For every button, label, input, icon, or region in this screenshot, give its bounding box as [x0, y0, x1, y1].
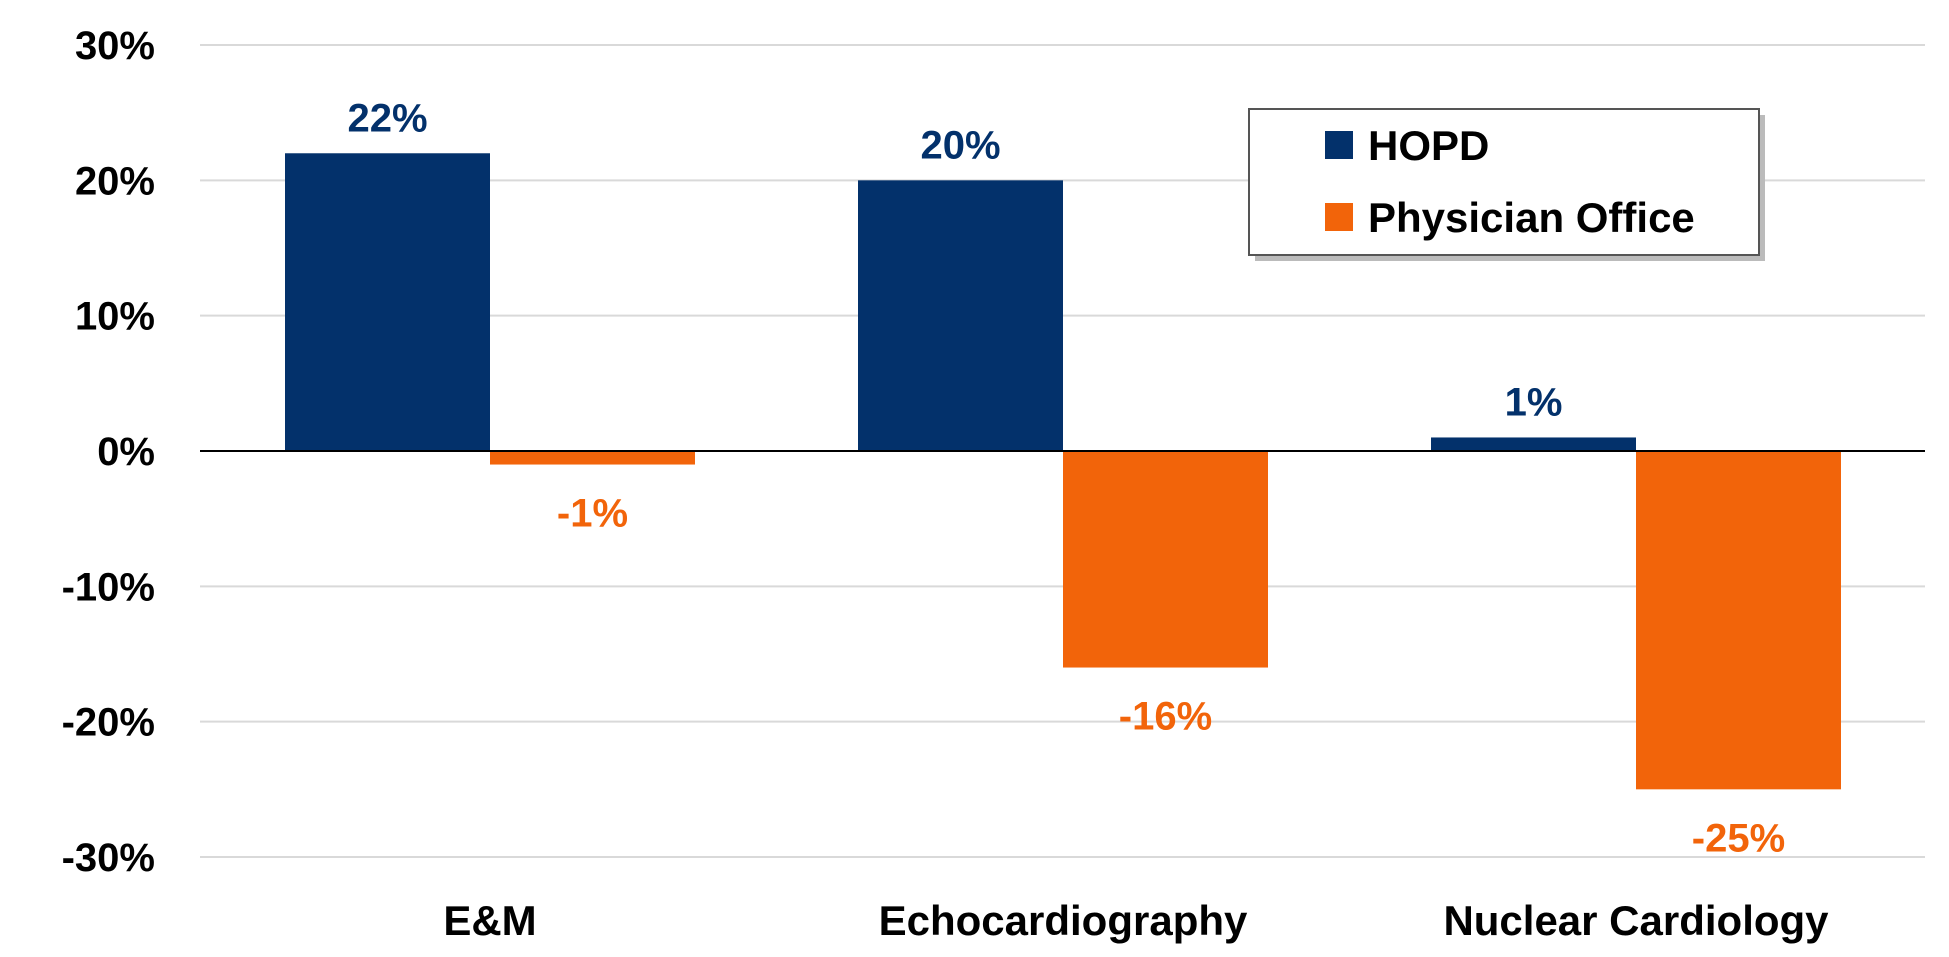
bar-physician-office [490, 451, 695, 465]
category-label: Echocardiography [879, 897, 1248, 944]
y-tick-label: 20% [75, 159, 155, 203]
data-label: 1% [1505, 380, 1563, 424]
y-tick-label: -20% [62, 701, 155, 745]
bar-physician-office [1063, 451, 1268, 668]
data-labels: 22% -1% 20% -16% 1% -25% [347, 96, 1785, 860]
y-tick-label: 0% [97, 430, 155, 474]
y-axis-tick-labels: 30% 20% 10% 0% -10% -20% -30% [62, 24, 155, 880]
data-label: -16% [1119, 695, 1212, 739]
y-tick-label: 30% [75, 24, 155, 68]
bar-physician-office [1636, 451, 1841, 790]
data-label: 22% [347, 96, 427, 140]
data-label: -25% [1692, 816, 1785, 860]
category-labels: E&M Echocardiography Nuclear Cardiology [443, 897, 1829, 944]
bar-hopd [285, 153, 490, 451]
legend-label-hopd: HOPD [1368, 122, 1489, 169]
y-tick-label: 10% [75, 295, 155, 339]
y-tick-label: -10% [62, 565, 155, 609]
legend-label-physician-office: Physician Office [1368, 194, 1695, 241]
data-label: 20% [920, 123, 1000, 167]
data-label: -1% [557, 492, 628, 536]
category-label: E&M [443, 897, 536, 944]
y-tick-label: -30% [62, 836, 155, 880]
legend-swatch-hopd [1325, 131, 1353, 159]
legend-swatch-physician-office [1325, 203, 1353, 231]
category-label: Nuclear Cardiology [1443, 897, 1829, 944]
bar-hopd [1431, 437, 1636, 451]
bars [285, 153, 1841, 790]
bar-hopd [858, 180, 1063, 452]
legend: HOPD Physician Office [1248, 108, 1765, 261]
